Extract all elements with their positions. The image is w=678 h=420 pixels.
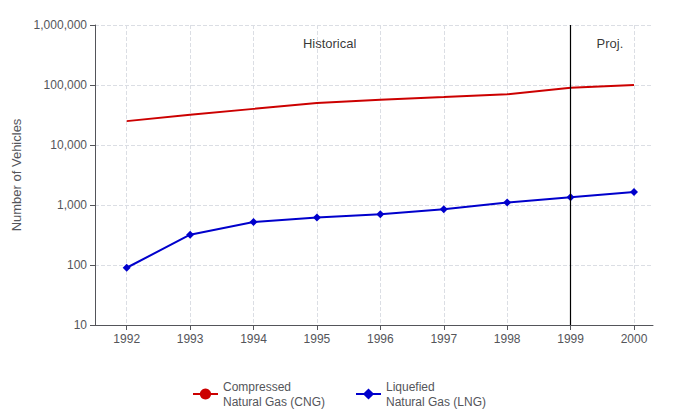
svg-text:1993: 1993 [177,332,204,346]
svg-text:1995: 1995 [304,332,331,346]
svg-text:1992: 1992 [113,332,140,346]
svg-text:10,000: 10,000 [50,138,87,152]
svg-text:1,000,000: 1,000,000 [34,18,88,32]
svg-text:Natural Gas (CNG): Natural Gas (CNG) [223,395,325,409]
svg-text:Compressed: Compressed [223,380,291,394]
svg-text:Historical: Historical [303,36,357,51]
svg-text:1999: 1999 [557,332,584,346]
svg-text:Proj.: Proj. [597,36,624,51]
svg-text:1996: 1996 [367,332,394,346]
svg-text:Liquefied: Liquefied [386,380,435,394]
svg-text:Natural Gas (LNG): Natural Gas (LNG) [386,395,486,409]
svg-text:100: 100 [67,258,87,272]
svg-text:1994: 1994 [240,332,267,346]
svg-text:Number of Vehicles: Number of Vehicles [9,118,24,231]
svg-text:1997: 1997 [430,332,457,346]
svg-text:100,000: 100,000 [44,78,88,92]
svg-text:10: 10 [74,318,88,332]
svg-text:1998: 1998 [494,332,521,346]
svg-text:1,000: 1,000 [57,198,87,212]
svg-text:2000: 2000 [621,332,648,346]
